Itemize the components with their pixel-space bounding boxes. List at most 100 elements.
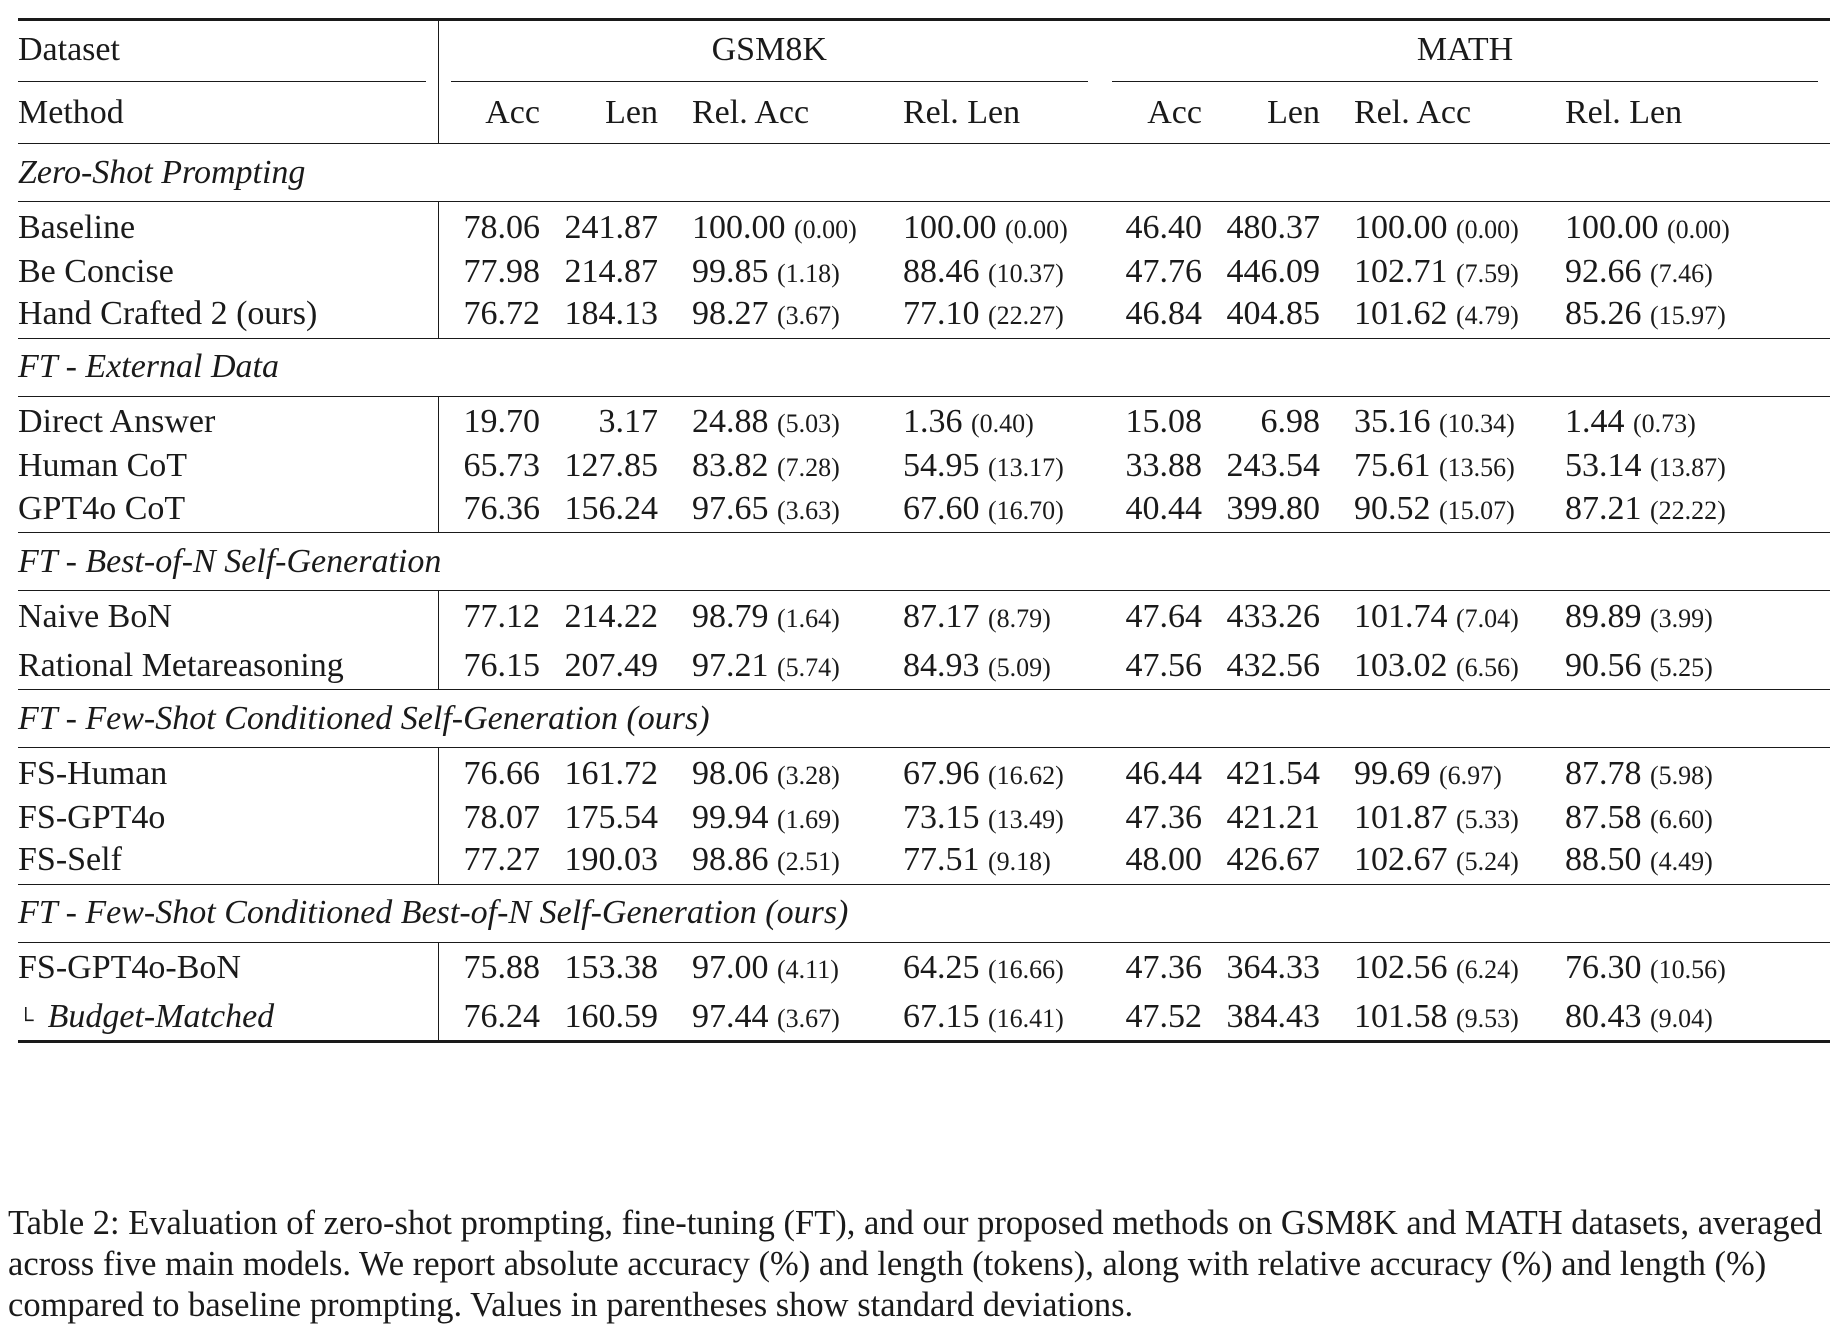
gsm-rel-len-cell: 64.25 (16.66) <box>875 942 1100 994</box>
value: 88.46 <box>903 252 980 290</box>
math-acc-cell: 47.36 <box>1125 798 1203 836</box>
value: 80.43 <box>1565 997 1642 1035</box>
gsm-len-cell: 190.03 <box>564 841 659 878</box>
method-cell: Direct Answer <box>18 396 439 448</box>
value: 54.95 <box>903 447 980 485</box>
value: 87.17 <box>903 597 980 635</box>
math-rel-acc-cell: 101.62 (4.79) <box>1320 291 1537 339</box>
gsm-len-cell: 153.38 <box>564 949 659 986</box>
value: 98.79 <box>692 597 769 635</box>
gsm-acc-cell: 76.36 <box>463 489 541 527</box>
math-header: MATH <box>1416 31 1514 69</box>
method-label: Budget-Matched <box>47 997 275 1035</box>
method-cell: Hand Crafted 2 (ours) <box>18 290 439 338</box>
math-rel-len-cell: 80.43 (9.04) <box>1537 994 1830 1042</box>
std-dev: (9.53) <box>1456 1003 1519 1033</box>
value: 1.36 <box>903 403 963 440</box>
math-len-cell: 243.54 <box>1226 447 1321 485</box>
value: 87.58 <box>1565 798 1642 836</box>
table-row: Human CoT 65.73 127.85 83.82 (7.28) 54.95 (1… <box>18 447 1830 486</box>
gsm-len-cell: 3.17 <box>598 403 659 440</box>
value: 75.61 <box>1354 447 1431 485</box>
method-cell: GPT4o CoT <box>18 485 439 533</box>
math-len-cell: 432.56 <box>1226 646 1321 684</box>
math-rel-len-cell: 85.26 (15.97) <box>1537 291 1830 339</box>
value: 99.94 <box>692 798 769 836</box>
math-acc-cell: 40.44 <box>1125 489 1203 527</box>
std-dev: (16.66) <box>988 955 1064 984</box>
gsm-acc-cell: 78.06 <box>463 208 541 246</box>
std-dev: (6.97) <box>1439 760 1502 790</box>
gsm-rel-len-cell: 100.00 (0.00) <box>875 202 1100 254</box>
value: 100.00 <box>692 208 786 246</box>
gsm8k-header: GSM8K <box>711 31 827 69</box>
std-dev: (15.97) <box>1650 301 1726 330</box>
gsm-acc-cell: 76.24 <box>463 997 541 1035</box>
section-title: FT - External Data <box>18 348 279 385</box>
gsm-acc-cell: 65.73 <box>463 447 541 485</box>
method-header: Method <box>18 83 439 144</box>
metric-header-rel-acc: Rel. Acc <box>692 94 810 132</box>
std-dev: (7.04) <box>1456 603 1519 633</box>
std-dev: (0.00) <box>1005 214 1068 244</box>
std-dev: (1.18) <box>777 258 840 288</box>
value: 99.69 <box>1354 754 1431 792</box>
gsm-acc-cell: 19.70 <box>463 403 541 440</box>
gsm-rel-acc-cell: 83.82 (7.28) <box>658 448 875 486</box>
math-len-cell: 426.67 <box>1226 841 1321 878</box>
table-caption: Table 2: Evaluation of zero-shot prompti… <box>8 1203 1823 1324</box>
gsm-rel-acc-cell: 99.94 (1.69) <box>658 799 875 837</box>
metric-header-rel-len: Rel. Len <box>1565 94 1683 132</box>
gsm-rel-acc-cell: 98.06 (3.28) <box>658 748 875 800</box>
metric-header-rel-acc: Rel. Acc <box>1354 94 1472 132</box>
metric-header-len: Len <box>605 94 658 132</box>
math-len-cell: 433.26 <box>1226 597 1321 635</box>
gsm-rel-len-cell: 54.95 (13.17) <box>875 448 1100 486</box>
section-title: FT - Best-of-N Self-Generation <box>18 542 442 580</box>
std-dev: (8.79) <box>988 603 1051 633</box>
std-dev: (22.22) <box>1650 495 1726 525</box>
table-row: └ Budget-Matched 76.24 160.59 97.44 (3.67) 67… <box>18 993 1830 1042</box>
gsm-rel-len-cell: 67.60 (16.70) <box>875 485 1100 533</box>
gsm-len-cell: 161.72 <box>564 754 659 792</box>
std-dev: (13.49) <box>988 804 1064 834</box>
std-dev: (6.24) <box>1456 955 1519 984</box>
math-acc-cell: 48.00 <box>1125 841 1203 878</box>
value: 24.88 <box>692 403 769 440</box>
table-row: FS-GPT4o 78.07 175.54 99.94 (1.69) 73.15 (13… <box>18 799 1830 837</box>
value: 64.25 <box>903 949 980 986</box>
std-dev: (22.27) <box>988 301 1064 330</box>
value: 87.21 <box>1565 489 1642 527</box>
gsm-rel-len-cell: 77.51 (9.18) <box>875 837 1100 885</box>
math-rel-acc-cell: 101.58 (9.53) <box>1320 994 1537 1042</box>
math-rel-acc-cell: 90.52 (15.07) <box>1320 485 1537 533</box>
results-body: Zero-Shot Prompting Baseline 78.06 241.87 10… <box>18 143 1830 1042</box>
gsm-rel-acc-cell: 98.86 (2.51) <box>658 837 875 885</box>
results-table: Dataset GSM8K MATH Method Acc Len Rel. A… <box>18 18 1830 1043</box>
math-rel-len-cell: 100.00 (0.00) <box>1537 202 1830 254</box>
std-dev: (3.67) <box>777 301 840 330</box>
value: 88.50 <box>1565 841 1642 878</box>
std-dev: (1.69) <box>777 804 840 834</box>
value: 102.71 <box>1354 252 1448 290</box>
gsm-rel-acc-cell: 97.00 (4.11) <box>658 942 875 994</box>
math-rel-acc-cell: 100.00 (0.00) <box>1320 202 1537 254</box>
value: 101.87 <box>1354 798 1448 836</box>
section-header-row: FT - Few-Shot Conditioned Best-of-N Self… <box>18 884 1830 942</box>
section-header-row: FT - Few-Shot Conditioned Self-Generatio… <box>18 689 1830 748</box>
std-dev: (0.00) <box>794 214 857 244</box>
value: 101.58 <box>1354 997 1448 1035</box>
method-cell: Rational Metareasoning <box>18 642 439 690</box>
value: 100.00 <box>903 208 997 246</box>
std-dev: (3.67) <box>777 1003 840 1033</box>
value: 100.00 <box>1354 208 1448 246</box>
section-header-row: FT - External Data <box>18 338 1830 396</box>
std-dev: (5.74) <box>777 652 840 682</box>
std-dev: (0.00) <box>1667 214 1730 244</box>
metric-header-acc: Acc <box>485 94 540 132</box>
math-rel-len-cell: 1.44 (0.73) <box>1537 396 1830 448</box>
math-acc-cell: 46.84 <box>1125 295 1203 332</box>
math-len-cell: 446.09 <box>1226 252 1321 290</box>
gsm-len-cell: 214.87 <box>564 252 659 290</box>
value: 83.82 <box>692 447 769 485</box>
